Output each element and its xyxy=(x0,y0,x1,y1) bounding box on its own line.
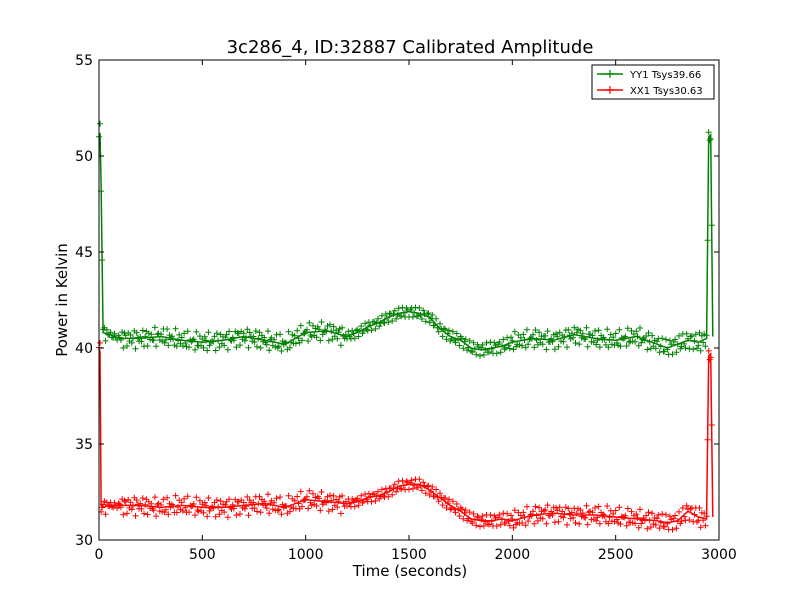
y-tick-label: 45 xyxy=(75,245,93,261)
y-tick-label: 55 xyxy=(75,53,93,69)
series-layer xyxy=(96,120,715,533)
legend-label: YY1 Tsys39.66 xyxy=(629,70,701,81)
plot-area: 0 500 1000 1500 2000 2500 3000 30 35 40 45 50 55 xyxy=(75,53,737,563)
series-markers xyxy=(96,339,715,533)
chart-title: 3c286_4, ID:32887 Calibrated Amplitude xyxy=(227,37,594,58)
x-tick-label: 500 xyxy=(189,547,216,563)
series-2 xyxy=(96,339,715,533)
series-1 xyxy=(96,120,715,359)
x-tick-label: 2500 xyxy=(598,547,634,563)
x-axis-label: Time (seconds) xyxy=(352,562,468,580)
legend-frame xyxy=(591,64,715,100)
series-markers xyxy=(96,120,715,359)
legend: YY1 Tsys39.66 XX1 Tsys30.63 xyxy=(591,64,715,100)
x-tick-label: 3000 xyxy=(701,547,737,563)
legend-entry: YY1 Tsys39.66 xyxy=(597,70,701,81)
x-tick-label: 0 xyxy=(95,547,104,563)
y-axis-label: Power in Kelvin xyxy=(53,243,71,357)
x-tick-label: 1500 xyxy=(391,547,427,563)
legend-entry: XX1 Tsys30.63 xyxy=(597,86,703,97)
marker-path xyxy=(96,120,715,359)
series-line xyxy=(98,347,714,524)
plot-frame xyxy=(98,59,720,541)
legend-marker xyxy=(606,86,614,94)
x-tick-label: 1000 xyxy=(288,547,324,563)
y-tick-label: 40 xyxy=(75,341,93,357)
ticks-layer: 0 500 1000 1500 2000 2500 3000 30 35 40 45 50 55 xyxy=(75,53,737,563)
marker-path xyxy=(96,339,715,533)
y-tick-label: 50 xyxy=(75,149,93,165)
y-tick-label: 30 xyxy=(75,533,93,549)
legend-label: XX1 Tsys30.63 xyxy=(630,86,703,97)
legend-marker xyxy=(606,70,614,78)
x-tick-label: 2000 xyxy=(495,547,531,563)
y-tick-label: 35 xyxy=(75,437,93,453)
